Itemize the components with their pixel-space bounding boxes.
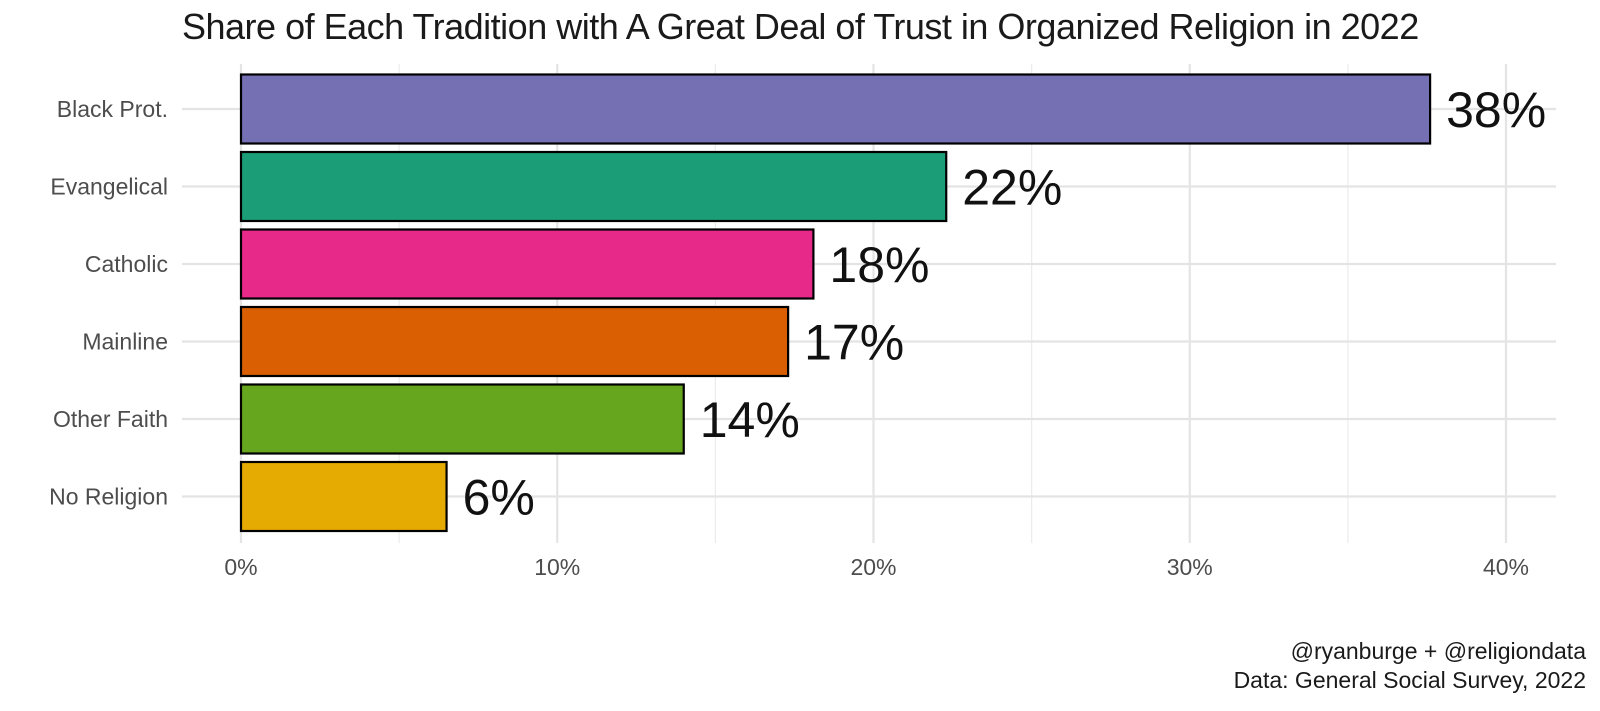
caption-handle: @ryanburge + @religiondata <box>1290 638 1586 664</box>
caption-source: Data: General Social Survey, 2022 <box>1233 667 1586 693</box>
category-label: Mainline <box>82 329 168 355</box>
bar-value-label: 14% <box>700 392 800 448</box>
bar-value-label: 6% <box>463 470 535 526</box>
chart-title: Share of Each Tradition with A Great Dea… <box>182 6 1419 47</box>
bar-value-label: 22% <box>962 160 1062 216</box>
bar <box>239 73 1432 145</box>
bar-value-label: 18% <box>829 237 929 293</box>
data-labels: 38% 22% 18% 17%14% 6% <box>463 82 1547 526</box>
bar <box>239 150 948 223</box>
category-label: Black Prot. <box>57 96 168 122</box>
x-tick-label: 20% <box>850 554 896 580</box>
bar <box>239 383 685 455</box>
x-tick-label: 0% <box>224 554 257 580</box>
category-label: Catholic <box>85 251 168 277</box>
category-labels: Black Prot. Evangelical Catholic Mainline Ot… <box>49 96 168 510</box>
x-tick-label: 30% <box>1167 554 1213 580</box>
x-tick-labels: 0% 10% 20% 30% 40% <box>224 554 1529 580</box>
category-label: Other Faith <box>53 406 168 432</box>
category-label: Evangelical <box>50 174 168 200</box>
bar <box>239 305 790 378</box>
bar-value-label: 17% <box>804 315 904 371</box>
bar-value-label: 38% <box>1446 82 1546 138</box>
category-label: No Religion <box>49 484 168 510</box>
x-tick-label: 40% <box>1483 554 1529 580</box>
bar <box>239 228 815 300</box>
bar <box>239 460 448 533</box>
bars <box>239 73 1432 533</box>
x-tick-label: 10% <box>534 554 580 580</box>
